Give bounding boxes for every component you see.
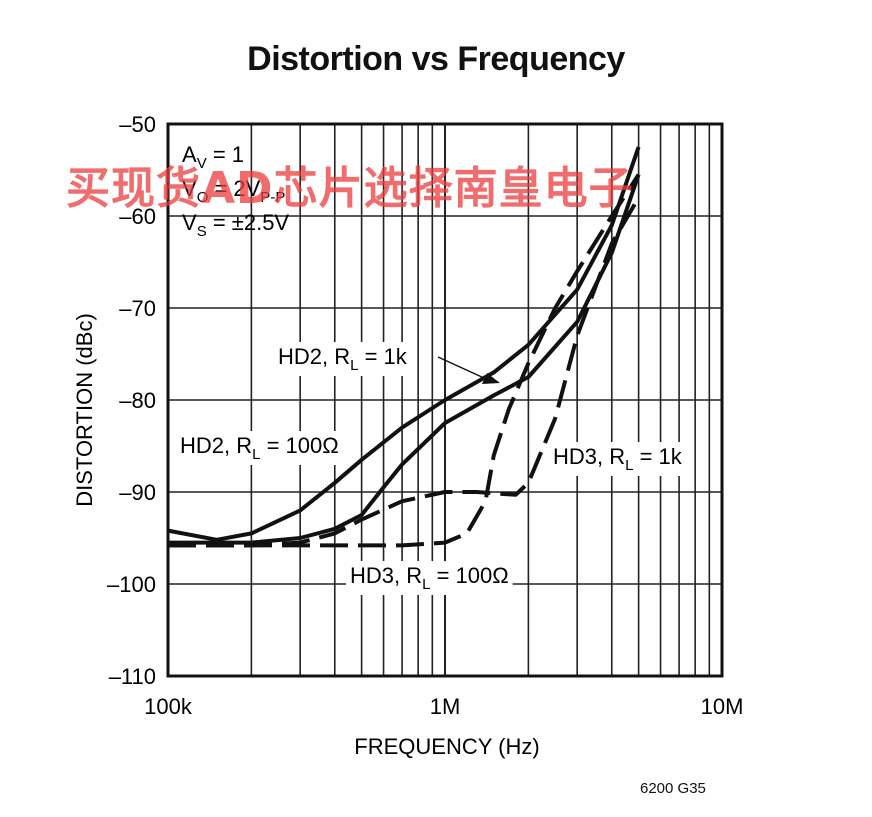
annotation-background (274, 342, 412, 376)
plot-frame (166, 122, 724, 678)
x-tick-label: 10M (701, 694, 744, 719)
annotation-arrow (437, 356, 485, 379)
series-line-4 (168, 173, 641, 548)
annotation-background (346, 561, 513, 595)
y-tick-label: –90 (119, 480, 156, 505)
series-annotation: HD3, RL = 100Ω (350, 563, 509, 593)
annotation-background (176, 431, 343, 465)
condition-line: AV = 1 (182, 142, 244, 172)
x-axis-label: FREQUENCY (Hz) (354, 734, 539, 759)
series-annotation: HD2, RL = 100Ω (180, 433, 339, 463)
tick-labels: –50 –60 –70 –80 –90 –100 –110 100k 1M 10M (107, 112, 743, 719)
series-annotations: HD2, RL = 1k HD2, RL = 100Ω HD3, RL = 1k HD… (176, 342, 687, 595)
x-tick-label: 1M (430, 694, 461, 719)
y-tick-label: –70 (119, 296, 156, 321)
series-annotation: HD2, RL = 1k (278, 344, 408, 374)
x-tick-label: 100k (144, 694, 193, 719)
figure-code: 6200 G35 (640, 780, 706, 797)
grid-lines (168, 124, 722, 676)
condition-line: VO = 2VP-P (182, 176, 285, 206)
y-tick-label: –80 (119, 388, 156, 413)
series-line-1 (167, 146, 641, 542)
watermark-text: 买现货AD芯片选择南皇电子 (66, 163, 634, 214)
test-conditions: AV = 1 VO = 2VP-P VS = ±2.5V (182, 142, 289, 240)
y-tick-label: –60 (119, 204, 156, 229)
y-tick-label: –100 (107, 572, 156, 597)
condition-line: VS = ±2.5V (182, 210, 289, 240)
annotation-arrow-head (482, 373, 500, 384)
series-layer (167, 146, 641, 548)
y-tick-label: –110 (109, 664, 156, 689)
y-tick-label: –50 (119, 112, 156, 137)
chart-title: Distortion vs Frequency (247, 40, 625, 78)
annotation-background (549, 442, 687, 476)
series-line-2 (168, 173, 641, 545)
series-annotation: HD3, RL = 1k (553, 444, 683, 474)
y-axis-label: DISTORTION (dBc) (72, 313, 97, 507)
